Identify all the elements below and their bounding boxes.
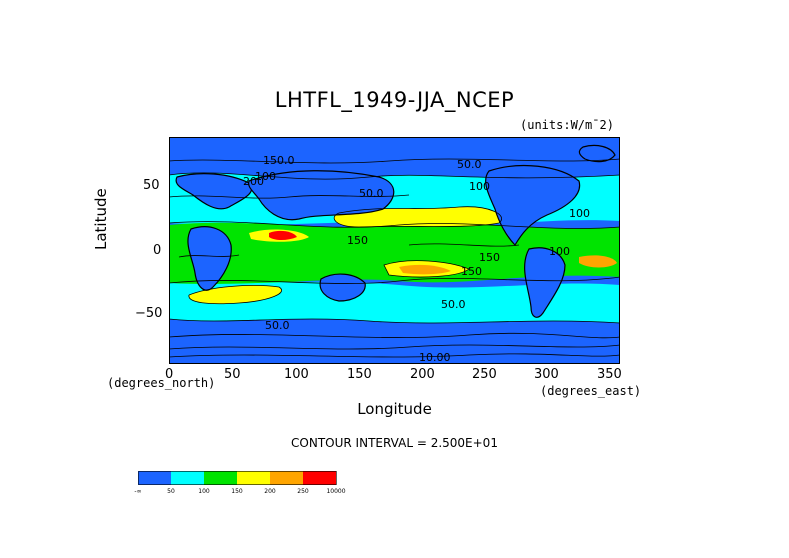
y-tick-neg50: −50 (135, 306, 163, 321)
antarctic-band (169, 333, 620, 364)
continent-australia (319, 273, 366, 302)
arctic-band (169, 137, 620, 163)
x-tick-150: 150 (347, 367, 372, 382)
contour-labels: 150.0 100 200 50.0 100 100 150 150 150 5… (243, 154, 590, 364)
continent-eurasia-west (175, 173, 253, 210)
y-axis-label: Latitude (92, 188, 110, 250)
chart-title: LHTFL_1949-JJA_NCEP (274, 88, 515, 112)
x-tick-350: 350 (597, 367, 622, 382)
colorbar-swatch (303, 471, 336, 485)
x-tick-0: 0 (165, 367, 174, 382)
contour-label: 100 (549, 245, 570, 258)
continent-asia (248, 170, 395, 221)
contour-interval: CONTOUR INTERVAL = 2.500E+01 (291, 436, 498, 450)
contour-label: 50.0 (265, 319, 290, 332)
colorbar-swatch (171, 471, 204, 485)
contour-label: 150 (347, 234, 368, 247)
continent-africa (187, 226, 232, 291)
y-unit-label: (degrees_north) (107, 376, 216, 390)
indian-ocean-max (188, 285, 282, 304)
x-axis-label: Longitude (357, 400, 432, 418)
colorbar-label: 10000 (326, 488, 346, 495)
x-tick-200: 200 (410, 367, 435, 382)
colorbar-label: 50 (167, 488, 175, 495)
y-tick-0: 0 (153, 243, 162, 258)
colorbar-swatch (138, 471, 171, 485)
x-unit-label: (degrees_east) (540, 384, 642, 398)
x-tick-50: 50 (224, 367, 241, 382)
nh-subtropics-max (334, 206, 502, 227)
latent-heat-flux-map: 150.0 100 200 50.0 100 100 150 150 150 5… (169, 137, 620, 364)
colorbar (138, 471, 337, 485)
colorbar-label: 150 (231, 488, 243, 495)
contour-label: 50.0 (457, 158, 482, 171)
continent-north-america (485, 164, 581, 246)
contour-label: 100 (569, 207, 590, 220)
colorbar-label: 100 (198, 488, 210, 495)
colorbar-label: 200 (264, 488, 276, 495)
contour-label: 100 (255, 170, 276, 183)
x-tick-100: 100 (284, 367, 309, 382)
x-tick-250: 250 (472, 367, 497, 382)
colorbar-swatch (237, 471, 270, 485)
contour-label: 10.00 (419, 351, 451, 364)
colorbar-swatch (270, 471, 303, 485)
contour-label: 150.0 (263, 154, 295, 167)
contour-label: 50.0 (441, 298, 466, 311)
contour-label: 100 (469, 180, 490, 193)
contour-label: 150 (461, 265, 482, 278)
colorbar-label: 250 (297, 488, 309, 495)
contour-label: 50.0 (359, 187, 384, 200)
contour-lines (169, 158, 620, 358)
map-frame (169, 137, 620, 364)
units-label: (units:W/m¯2) (520, 118, 614, 132)
x-tick-300: 300 (534, 367, 559, 382)
contour-label: 200 (243, 175, 264, 188)
colorbar-swatch (204, 471, 237, 485)
continent-south-america (524, 247, 566, 318)
continent-greenland (578, 144, 616, 163)
band-south (169, 281, 620, 323)
colorbar-label: -∞ (134, 488, 142, 495)
contour-label: 150 (479, 251, 500, 264)
hotspot (269, 230, 297, 240)
y-tick-50: 50 (143, 178, 160, 193)
pacific-warm-spot (399, 264, 451, 275)
atlantic-warm-spot (579, 255, 617, 268)
